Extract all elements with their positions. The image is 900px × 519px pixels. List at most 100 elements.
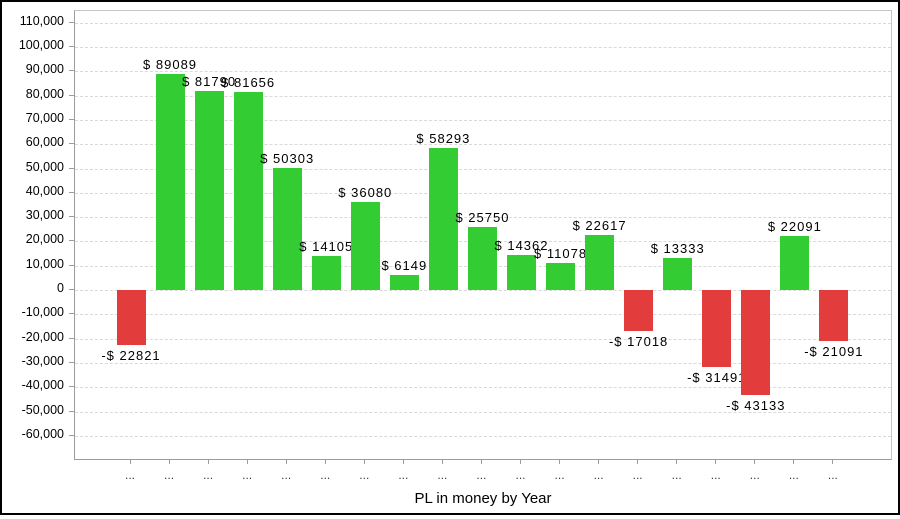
x-tick-mark: [246, 460, 248, 464]
x-tick-label: ...: [710, 468, 721, 482]
bar-value-label: $ 81656: [221, 74, 276, 90]
x-tick-label: ...: [671, 468, 682, 482]
gridline: [75, 95, 891, 97]
profit-bar: [585, 235, 615, 290]
y-tick-label: 60,000: [25, 135, 64, 150]
bar-value-label: $ 89089: [143, 56, 198, 72]
y-tick-mark: [69, 410, 74, 412]
bar-value-label: $ 11078: [534, 246, 588, 262]
bar-value-label: -$ 31491: [687, 369, 747, 385]
y-tick-mark: [69, 46, 74, 47]
y-tick-label: 20,000: [25, 232, 64, 247]
y-tick-label: 50,000: [25, 159, 64, 174]
x-tick-mark: [520, 460, 521, 464]
y-tick-mark: [69, 289, 74, 290]
x-tick-mark: [441, 460, 443, 464]
x-tick-mark: [637, 460, 639, 464]
bar-value-label: $ 14362: [494, 238, 549, 254]
profit-bar: [194, 91, 224, 290]
profit-bar: [272, 167, 302, 290]
y-tick-label: 80,000: [25, 86, 64, 101]
profit-bar: [546, 263, 576, 290]
x-tick-label: ...: [359, 468, 370, 482]
bar-value-label: $ 50303: [260, 150, 315, 166]
y-tick-label: 100,000: [18, 38, 64, 52]
bar-value-label: $ 22617: [572, 218, 627, 234]
gridline: [75, 217, 891, 219]
y-tick-mark: [69, 70, 74, 72]
x-tick-label: ...: [515, 468, 526, 482]
x-tick-label: ...: [749, 468, 760, 482]
bar-value-label: $ 25750: [455, 210, 510, 226]
x-tick-label: ...: [827, 468, 838, 482]
gridline: [75, 411, 891, 413]
y-tick-mark: [69, 434, 74, 436]
x-axis-title: PL in money by Year: [414, 490, 552, 507]
y-tick-mark: [69, 21, 74, 23]
loss-bar: [819, 290, 849, 342]
y-tick-mark: [69, 143, 74, 145]
x-tick-mark: [324, 460, 326, 464]
x-tick-mark: [168, 460, 170, 464]
x-tick-label: ...: [437, 468, 448, 482]
gridline: [75, 435, 891, 437]
gridline: [75, 314, 891, 316]
y-tick-label: -30,000: [21, 353, 64, 368]
bar-value-label: $ 6149: [381, 258, 428, 274]
gridline: [75, 71, 891, 73]
gridline: [75, 387, 891, 389]
x-tick-mark: [559, 460, 561, 464]
bar-value-label: $ 36080: [338, 185, 393, 201]
y-tick-label: -10,000: [21, 305, 64, 320]
plot-area: -$ 22821 $ 89089 $ 81790 $ 81656 $ 50303 $ 14…: [74, 10, 892, 460]
x-tick-label: ...: [788, 468, 799, 482]
y-tick-label: 40,000: [25, 183, 64, 198]
bar-value-label: -$ 43133: [726, 397, 786, 413]
y-tick-label: 10,000: [25, 256, 64, 271]
bar-value-label: $ 22091: [767, 219, 822, 235]
gridline: [75, 290, 891, 291]
x-tick-mark: [598, 460, 600, 464]
x-tick-label: ...: [124, 468, 135, 482]
x-tick-mark: [832, 460, 834, 464]
loss-bar: [702, 290, 732, 367]
bar-value-label: $ 14105: [299, 238, 354, 254]
y-tick-mark: [69, 118, 74, 120]
profit-bar: [663, 257, 693, 290]
y-tick-mark: [69, 361, 74, 363]
x-tick-mark: [207, 460, 209, 464]
x-tick-label: ...: [320, 468, 331, 482]
bar-value-label: -$ 22821: [101, 348, 161, 364]
x-tick-mark: [129, 460, 131, 464]
x-tick-label: ...: [281, 468, 292, 482]
x-tick-label: ...: [593, 468, 604, 482]
x-tick-label: ...: [632, 468, 643, 482]
y-tick-label: 110,000: [19, 13, 64, 28]
profit-bar: [350, 202, 380, 290]
x-tick-mark: [715, 460, 717, 464]
y-tick-mark: [69, 216, 74, 218]
loss-bar: [741, 290, 771, 395]
gridline: [75, 192, 891, 194]
y-tick-mark: [69, 167, 74, 169]
bar-value-label: $ 13333: [650, 240, 705, 256]
y-tick-mark: [69, 94, 74, 96]
loss-bar: [624, 290, 654, 332]
x-tick-label: ...: [554, 468, 565, 482]
gridline: [75, 47, 891, 48]
profit-bar: [467, 227, 497, 290]
bar-value-label: $ 81790: [182, 74, 237, 90]
y-tick-label: -50,000: [21, 402, 64, 417]
x-tick-label: ...: [476, 468, 487, 482]
x-tick-label: ...: [242, 468, 253, 482]
x-tick-mark: [363, 460, 365, 464]
y-tick-label: 0: [57, 281, 64, 295]
profit-bar: [780, 236, 810, 290]
gridline: [75, 362, 891, 364]
x-tick-label: ...: [398, 468, 409, 482]
y-tick-mark: [69, 386, 74, 388]
y-tick-label: -40,000: [21, 378, 64, 393]
x-tick-mark: [676, 460, 678, 464]
